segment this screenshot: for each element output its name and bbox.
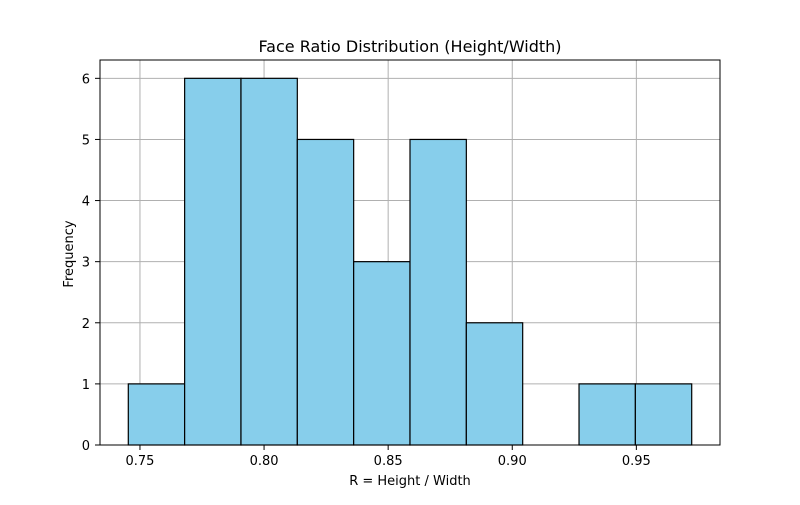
histogram-bar [240,77,298,446]
y-tick-label: 5 [82,133,90,148]
x-tick-label: 0.85 [374,454,403,469]
y-tick-label: 0 [82,439,90,454]
histogram-bar [578,383,636,446]
x-tick-label: 0.80 [250,454,279,469]
x-tick-label: 0.95 [622,454,651,469]
histogram-bar [634,383,693,446]
y-axis-ticks: 0 1 2 3 4 5 6 [82,72,100,454]
x-axis-ticks: 0.75 0.80 0.85 0.90 0.95 [125,445,651,469]
histogram-bar [409,138,467,446]
y-tick-label: 4 [82,195,90,210]
histogram-bar [184,77,242,446]
x-axis-label: R = Height / Width [349,474,471,489]
chart-title: Face Ratio Distribution (Height/Width) [258,37,561,56]
y-tick-label: 6 [82,72,90,87]
axes-frame [99,59,721,446]
histogram-bar [296,138,355,446]
histogram-bar [127,383,186,446]
x-tick-label: 0.90 [498,454,527,469]
y-tick-label: 3 [82,256,90,271]
y-axis-label: Frequency [62,220,77,287]
bars [127,77,693,446]
y-tick-label: 1 [82,378,90,393]
y-tick-label: 2 [82,317,90,332]
histogram-bar [353,261,411,446]
histogram-bar [465,322,524,446]
x-tick-label: 0.75 [125,454,154,469]
